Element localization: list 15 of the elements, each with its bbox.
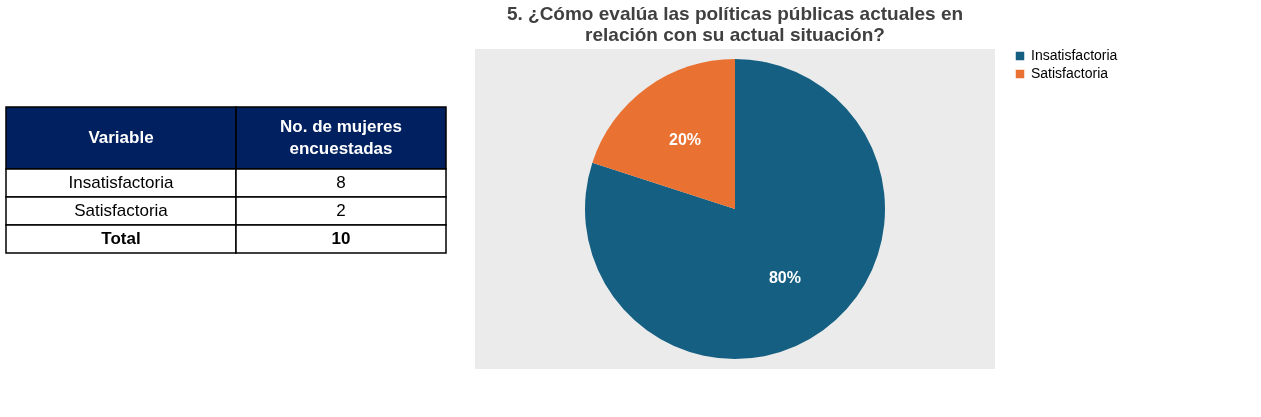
chart-title: 5. ¿Cómo evalúa las políticas públicas actuales en relación con su actual situación? — [506, 3, 964, 45]
data-label: 80% — [768, 268, 801, 286]
text: 10 — [331, 229, 351, 248]
pie-slice — [592, 59, 735, 209]
data-label: 2 — [336, 201, 346, 220]
text: Total — [101, 229, 141, 248]
category-label: Insatisfactoria — [68, 173, 174, 192]
category-label: Satisfactoria — [74, 201, 169, 220]
legend-label: Insatisfactoria — [1031, 47, 1118, 63]
text: Variable — [88, 128, 154, 147]
legend-label: Satisfactoria — [1031, 65, 1109, 81]
pie-slice — [585, 59, 885, 359]
data-label: 8 — [336, 173, 346, 192]
data-label: 20% — [669, 131, 702, 149]
text: No. de mujeres encuestadas — [280, 117, 402, 158]
